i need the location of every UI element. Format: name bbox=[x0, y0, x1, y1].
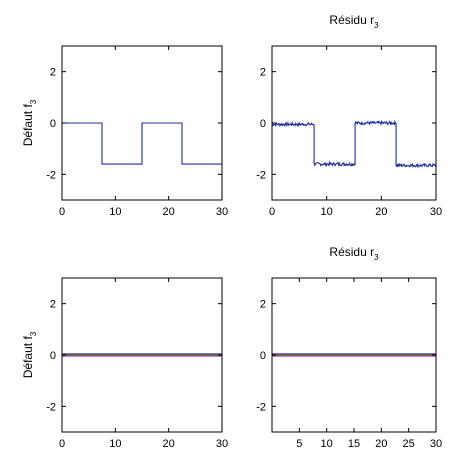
y-tick-label: -2 bbox=[256, 169, 266, 181]
x-tick-label: 20 bbox=[163, 206, 175, 218]
x-tick-label: 0 bbox=[59, 438, 65, 450]
series-line-1 bbox=[272, 119, 436, 169]
x-tick-label: 20 bbox=[163, 438, 175, 450]
x-tick-label: 25 bbox=[403, 438, 415, 450]
y-tick-label: 0 bbox=[50, 118, 56, 130]
subplot-title: Résidu r3 bbox=[329, 245, 379, 262]
x-tick-label: 10 bbox=[321, 438, 333, 450]
y-axis-label: Défaut f3 bbox=[21, 99, 38, 146]
x-tick-label: 30 bbox=[216, 206, 228, 218]
x-tick-label: 10 bbox=[109, 206, 121, 218]
x-tick-label: 15 bbox=[348, 438, 360, 450]
y-tick-label: 2 bbox=[260, 299, 266, 311]
x-tick-label: 30 bbox=[430, 206, 442, 218]
y-tick-label: 2 bbox=[50, 299, 56, 311]
y-tick-label: -2 bbox=[256, 401, 266, 413]
x-tick-label: 20 bbox=[375, 438, 387, 450]
x-tick-label: 0 bbox=[269, 206, 275, 218]
y-tick-label: 0 bbox=[260, 118, 266, 130]
x-tick-label: 30 bbox=[430, 438, 442, 450]
x-tick-label: 10 bbox=[321, 206, 333, 218]
x-tick-label: 5 bbox=[296, 438, 302, 450]
y-tick-label: -2 bbox=[46, 401, 56, 413]
y-tick-label: 0 bbox=[50, 350, 56, 362]
y-tick-label: 2 bbox=[260, 67, 266, 79]
y-tick-label: 2 bbox=[50, 67, 56, 79]
y-tick-label: -2 bbox=[46, 169, 56, 181]
x-tick-label: 30 bbox=[216, 438, 228, 450]
x-tick-label: 0 bbox=[59, 206, 65, 218]
y-tick-label: 0 bbox=[260, 350, 266, 362]
axes-frame bbox=[271, 45, 437, 201]
series-line-1 bbox=[62, 122, 222, 165]
subplot-title: Résidu r3 bbox=[329, 13, 379, 30]
y-axis-label: Défaut f3 bbox=[21, 331, 38, 378]
x-tick-label: 20 bbox=[375, 206, 387, 218]
x-tick-label: 10 bbox=[109, 438, 121, 450]
